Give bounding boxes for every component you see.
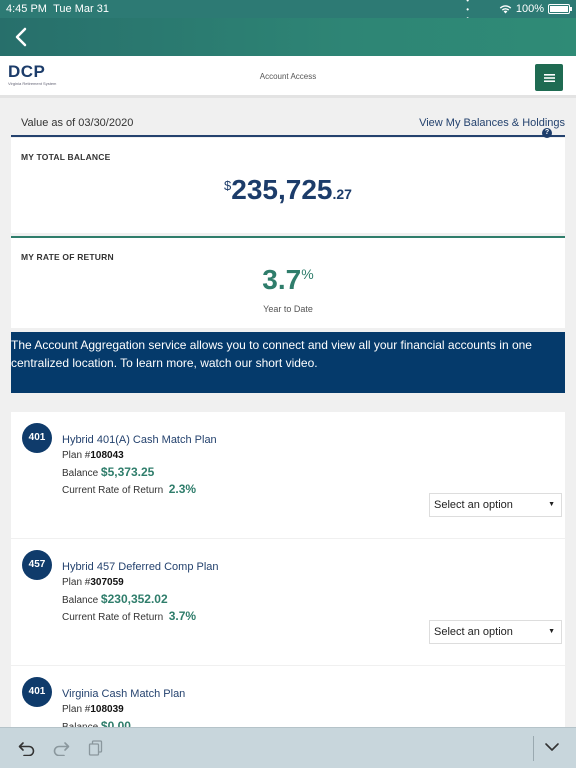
plan-name-link[interactable]: Hybrid 457 Deferred Comp Plan	[62, 561, 219, 573]
rate-period: Year to Date	[263, 304, 313, 314]
account-aggregation-banner[interactable]: The Account Aggregation service allows y…	[11, 332, 565, 393]
page-title: Account Access	[259, 72, 317, 81]
keyboard-toolbar	[0, 727, 576, 768]
undo-icon[interactable]	[18, 740, 36, 756]
plan-number: Plan #108039	[62, 704, 124, 715]
view-balances-link[interactable]: View My Balances & Holdings	[419, 117, 565, 129]
toolbar-separator	[533, 736, 534, 761]
plan-rate: Current Rate of Return 3.7%	[62, 609, 197, 623]
status-bar: 4:45 PM Tue Mar 31 • • • 100%	[0, 0, 576, 23]
back-chevron-icon[interactable]	[12, 26, 32, 48]
plan-action-select[interactable]: Select an option ▼	[429, 620, 562, 644]
menu-button[interactable]	[535, 64, 563, 91]
plan-badge: 401	[22, 677, 52, 707]
plan-number: Plan #108043	[62, 450, 124, 461]
plan-number: Plan #307059	[62, 577, 124, 588]
nav-bar	[0, 18, 576, 56]
plan-name-link[interactable]: Virginia Cash Match Plan	[62, 688, 186, 700]
plan-balance: Balance $230,352.02	[62, 592, 168, 606]
plan-name-link[interactable]: Hybrid 401(A) Cash Match Plan	[62, 434, 217, 446]
redo-icon[interactable]	[52, 740, 70, 756]
rate-of-return-label: MY RATE OF RETURN	[21, 252, 114, 262]
battery-icon	[548, 4, 572, 14]
plan-card: 457 Hybrid 457 Deferred Comp Plan Plan #…	[11, 539, 565, 665]
value-row: Value as of 03/30/2020 View My Balances …	[11, 115, 565, 137]
hamburger-icon	[543, 73, 555, 82]
chevron-down-icon[interactable]	[544, 742, 560, 752]
dropdown-caret-icon: ▼	[548, 501, 555, 508]
dropdown-caret-icon: ▼	[548, 628, 555, 635]
wifi-icon	[499, 5, 512, 14]
plan-action-select[interactable]: Select an option ▼	[429, 493, 562, 517]
status-time: 4:45 PM Tue Mar 31	[6, 3, 109, 15]
rate-of-return-card: MY RATE OF RETURN 3.7% Year to Date	[11, 236, 565, 328]
app-header: DCP Virginia Retirement System Account A…	[0, 56, 576, 98]
rate-of-return-value: 3.7%	[262, 264, 314, 295]
plan-badge: 457	[22, 550, 52, 580]
dcp-logo: DCP Virginia Retirement System	[8, 62, 57, 86]
total-balance-card: MY TOTAL BALANCE $235,725.27	[11, 138, 565, 233]
help-icon[interactable]: ?	[542, 128, 552, 138]
plan-balance: Balance $5,373.25	[62, 465, 155, 479]
plan-card: 401 Hybrid 401(A) Cash Match Plan Plan #…	[11, 412, 565, 538]
battery-percent: 100%	[515, 3, 544, 15]
total-balance-label: MY TOTAL BALANCE	[21, 152, 111, 162]
value-as-of: Value as of 03/30/2020	[21, 117, 134, 129]
clipboard-icon[interactable]	[88, 740, 104, 756]
total-balance-value: $235,725.27	[224, 174, 352, 205]
plan-rate: Current Rate of Return 2.3%	[62, 482, 197, 496]
plan-badge: 401	[22, 423, 52, 453]
